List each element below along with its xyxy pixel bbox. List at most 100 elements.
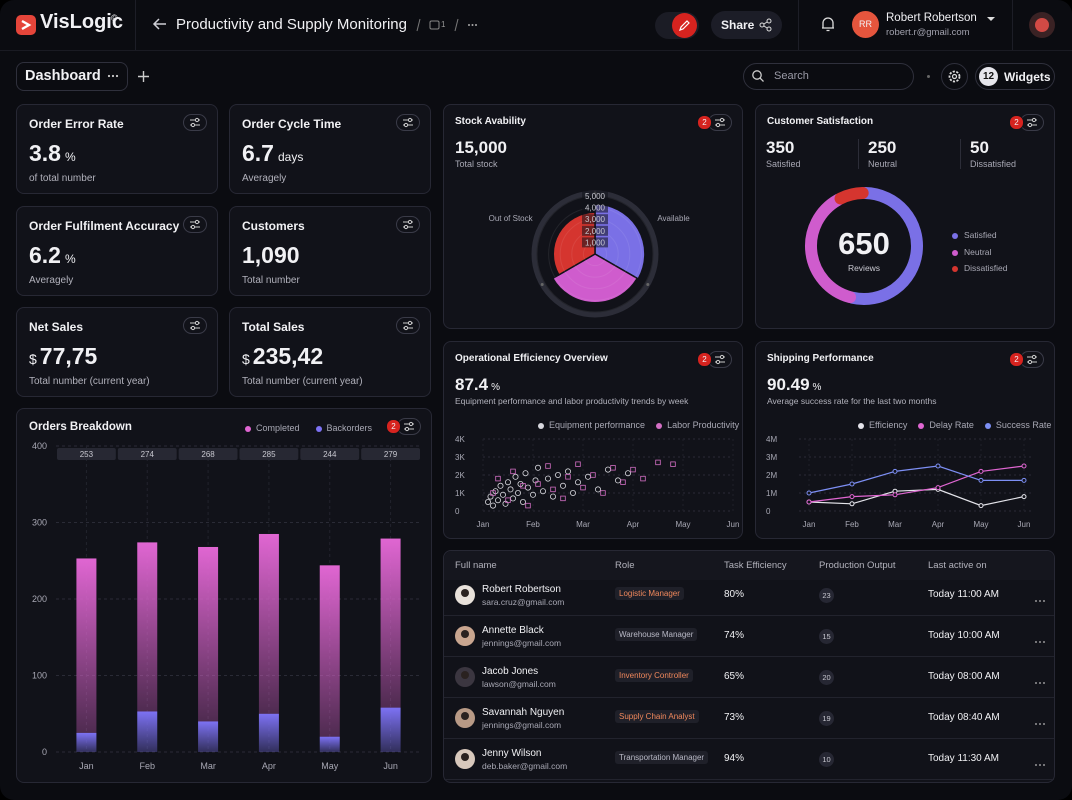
dot [115, 74, 119, 78]
back-button[interactable] [152, 16, 168, 32]
row-menu[interactable] [1034, 714, 1046, 732]
search-box[interactable] [743, 63, 914, 90]
stock-total: 15,000 [455, 138, 507, 157]
node [766, 26, 772, 32]
filter-button[interactable] [183, 317, 207, 334]
page-icon [429, 20, 440, 30]
stat-value: 350 [766, 138, 795, 157]
kpi-card: Order Cycle Time 6.7 days Averagely [229, 104, 431, 194]
bar-segment [137, 711, 158, 752]
legend-label: Labor Productivity [667, 420, 740, 430]
kpi-value: 6.7 [242, 140, 274, 166]
filter-button[interactable] [396, 317, 420, 334]
row-divider [444, 779, 1054, 780]
tab-menu[interactable] [106, 70, 122, 82]
total-pill [239, 448, 299, 460]
kpi-unit: % [64, 252, 76, 266]
y-tick-label: 1K [455, 489, 465, 498]
plus [138, 71, 149, 82]
edit-button[interactable] [672, 13, 697, 38]
brand: VisLogic [40, 11, 123, 33]
filter-button[interactable] [396, 216, 420, 233]
scatter-point [600, 490, 606, 496]
node [759, 22, 765, 28]
last-active: Today 11:00 AM [928, 589, 999, 600]
x-tick-label: Mar [576, 520, 590, 529]
dashboard-tab[interactable] [16, 62, 128, 91]
kpi-value-row: 6.2% [29, 242, 76, 269]
x-tick-label: Feb [139, 761, 155, 771]
scatter-point [570, 489, 577, 496]
avatar-face [461, 671, 469, 679]
legend-dot [918, 423, 925, 429]
series-line [808, 488, 1025, 507]
kpi-unit: % [64, 150, 76, 164]
column-header: Role [615, 560, 635, 571]
more-dot [468, 24, 470, 26]
filter-button[interactable] [183, 114, 207, 131]
handle [759, 77, 764, 82]
slider-knob [1027, 359, 1033, 365]
dot [107, 74, 111, 78]
line-point [849, 501, 855, 507]
widgets-button[interactable] [975, 63, 1055, 90]
filter-button[interactable] [396, 114, 420, 131]
settings-button[interactable] [941, 63, 968, 90]
bar-segment [258, 533, 279, 714]
divider [135, 0, 136, 50]
line-point [892, 492, 898, 498]
scatter-point [594, 486, 601, 493]
divider [1012, 0, 1013, 50]
scatter-point [510, 468, 516, 475]
add-tab[interactable] [136, 69, 151, 84]
notifications[interactable] [819, 15, 837, 33]
total-pill [178, 448, 238, 460]
tab-label: Dashboard [25, 68, 101, 84]
scatter-point [505, 497, 511, 503]
bar-segment [319, 736, 340, 752]
share-button[interactable] [711, 11, 782, 39]
y-tick-label: 0 [766, 507, 771, 516]
r-tick-label: 4,000 [585, 204, 606, 213]
slice-label: Out of Stock [489, 214, 534, 223]
row-menu-icon [1035, 600, 1045, 602]
operational-card: Operational Efficiency Overview 2 87.4% Equ… [443, 341, 743, 539]
row-menu[interactable] [1034, 591, 1046, 609]
user-avatar[interactable]: RR [852, 11, 879, 38]
scatter-point [490, 502, 497, 509]
dot [1035, 764, 1037, 766]
row-menu[interactable] [1034, 632, 1046, 650]
row-menu[interactable] [1034, 673, 1046, 691]
stat-label: Neutral [868, 159, 898, 169]
shipping-chart: 0 1M 2M 3M 4M Jan Feb Mar Apr May Jun [766, 435, 1034, 529]
card-title: Orders Breakdown [29, 421, 132, 433]
kpi-card: Total Sales $235,42 Total number (current … [229, 307, 431, 397]
y-tick-label: 0 [42, 747, 47, 757]
line-point [935, 485, 941, 491]
scatter-point [525, 502, 531, 509]
orders-chart: 0 100 200 300 400 253 Jan 274 Feb 268 Mar 285 Apr 244… [32, 441, 421, 771]
filter-icon [715, 354, 725, 365]
badge: 2 [697, 352, 712, 367]
user-menu[interactable] [985, 14, 997, 24]
filter-icon [403, 219, 413, 230]
task-efficiency: 94% [724, 753, 745, 764]
kpi-caption: Averagely [242, 173, 287, 184]
filter-button[interactable] [183, 216, 207, 233]
slider-knob [1031, 117, 1037, 123]
node [766, 18, 772, 24]
column-header: Last active on [928, 560, 987, 571]
x-tick-label: Jan [803, 520, 816, 529]
scatter-point [630, 466, 636, 473]
slider-knob [403, 122, 409, 128]
role-badge: Transportation Manager [615, 751, 709, 764]
last-active: Today 08:00 AM [928, 671, 1000, 682]
slider-knob [408, 421, 414, 427]
dot [1039, 682, 1041, 684]
scatter-point [565, 474, 571, 480]
kpi-card: Customers 1,090 Total number [229, 206, 431, 296]
scatter-point [604, 466, 611, 473]
row-menu[interactable] [1034, 755, 1046, 773]
member-name: Annette Black [482, 625, 544, 636]
stat-label: Satisfied [766, 159, 801, 169]
